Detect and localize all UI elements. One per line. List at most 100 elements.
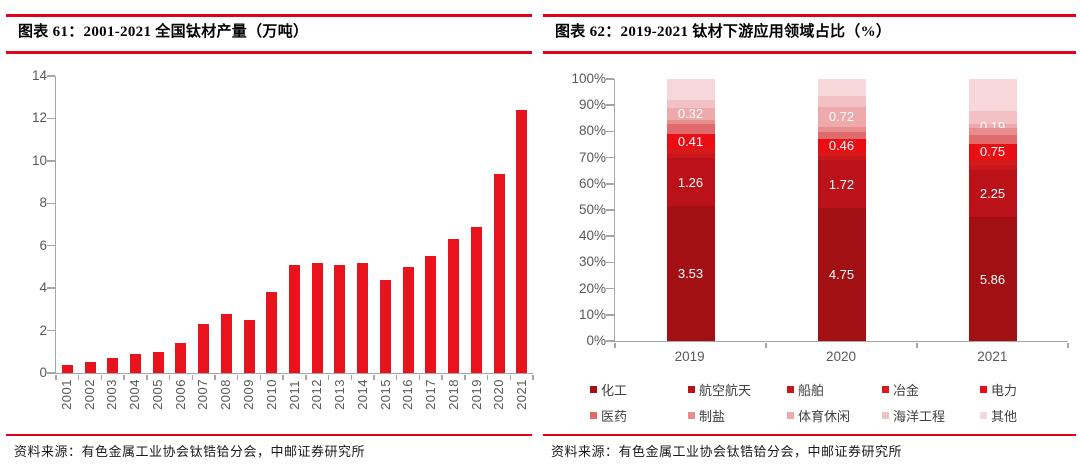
legend-swatch-ship <box>787 386 794 393</box>
bar-slot <box>283 76 306 373</box>
y-axis-label: 14 <box>31 68 47 83</box>
segment-metallurgy-2020 <box>817 151 866 157</box>
x-axis-tick <box>614 342 616 348</box>
segment-marine-engineering-2020 <box>817 96 866 107</box>
stacked-bar-2021: 5.86 2.25 0.75 0.19 <box>968 79 1017 341</box>
y-axis-label: 70% <box>578 149 606 165</box>
legend-item-salt-making: 制盐 <box>688 406 787 425</box>
y-axis-tick <box>47 75 55 77</box>
bar-slot <box>374 76 397 373</box>
legend-swatch-sports-leisure <box>787 412 794 419</box>
y-axis-label: 80% <box>578 123 606 139</box>
bar-2015 <box>379 279 391 373</box>
segment-chemical-2020: 4.75 <box>817 208 866 341</box>
y-axis-tick <box>47 287 55 289</box>
segment-ship-2021 <box>968 165 1017 170</box>
bar-slot <box>488 76 511 373</box>
bar-2018 <box>448 239 460 373</box>
x-axis-tick <box>532 374 534 380</box>
legend-label-medicine: 医药 <box>601 409 628 424</box>
y-axis-label: 10 <box>31 152 47 168</box>
bar-slot <box>260 76 283 373</box>
bar-slot <box>170 76 193 373</box>
legend-item-ship: 船舶 <box>787 380 882 399</box>
x-axis-label-2018: 2018 <box>445 379 461 410</box>
figure-left: 图表 61：2001-2021 全国钛材产量（万吨） 14 12 10 8 6 4 2 0 2… <box>6 0 534 469</box>
segment-chemical-2021: 5.86 <box>968 217 1017 341</box>
y-axis-label: 0 <box>39 365 47 380</box>
segment-data-label: 2.25 <box>979 185 1006 201</box>
y-axis-label: 12 <box>31 110 47 126</box>
segment-metallurgy-2019 <box>666 149 715 154</box>
x-axis-label-2014: 2014 <box>354 379 370 410</box>
bar-slot <box>215 76 238 373</box>
segment-medicine-2021 <box>968 135 1017 144</box>
segment-data-label: 0.75 <box>979 144 1006 160</box>
y-axis-label: 2 <box>39 322 47 338</box>
y-axis-label: 4 <box>39 280 47 296</box>
x-axis-tick <box>486 374 489 380</box>
segment-other-2019 <box>666 79 715 100</box>
segment-data-label: 3.53 <box>677 266 704 282</box>
x-axis-tick <box>214 374 216 380</box>
legend-swatch-metallurgy <box>882 386 889 393</box>
y-axis-tick <box>606 287 614 290</box>
y-axis-tick <box>606 183 614 185</box>
x-axis-tick <box>168 374 171 380</box>
bar-2014 <box>357 262 369 373</box>
legend-item-marine-engineering: 海洋工程 <box>882 406 980 425</box>
legend-swatch-salt-making <box>688 412 695 419</box>
bar-2011 <box>289 264 301 373</box>
segment-aerospace-2020: 1.72 <box>817 160 866 209</box>
right-chart-legend: 化工 航空航天 船舶 冶金 电力 医药 制盐 体育休闲 海洋工程 其他 <box>590 380 1017 425</box>
y-axis-label: 10% <box>578 306 606 322</box>
bar-2010 <box>266 292 278 373</box>
y-axis-label: 60% <box>578 175 606 191</box>
segment-aerospace-2019: 1.26 <box>666 158 715 207</box>
legend-swatch-other <box>980 412 987 419</box>
bar-slot <box>442 76 465 373</box>
legend-label-salt-making: 制盐 <box>699 409 726 424</box>
title-rule-top-left <box>6 14 532 17</box>
right-chart-x-axis-labels: 2019 2020 2021 <box>614 349 1068 364</box>
x-axis-tick <box>191 374 194 380</box>
x-axis-label-2002: 2002 <box>81 379 97 410</box>
x-axis-label-2005: 2005 <box>149 379 165 410</box>
x-axis-label-2021: 2021 <box>977 349 1008 364</box>
y-axis-tick <box>606 104 614 106</box>
x-axis-label-2019: 2019 <box>674 349 705 364</box>
segment-salt-making-2021 <box>968 128 1017 136</box>
legend-label-marine-engineering: 海洋工程 <box>893 409 946 424</box>
x-axis-tick <box>464 374 466 380</box>
bar-slot <box>124 76 147 373</box>
x-axis-label-2001: 2001 <box>58 379 74 410</box>
x-axis-tick <box>77 374 80 380</box>
x-axis-label-2021: 2021 <box>514 379 530 410</box>
bar-slot <box>79 76 102 373</box>
segment-other-2021 <box>968 79 1017 112</box>
legend-swatch-power <box>980 386 987 393</box>
x-axis-tick <box>1067 342 1069 348</box>
y-axis-tick <box>47 117 55 120</box>
y-axis-label: 8 <box>39 195 47 211</box>
segment-data-label: 0.41 <box>677 133 704 149</box>
segment-marine-engineering-2021 <box>968 111 1017 125</box>
bar-2017 <box>425 256 437 373</box>
bar-slot <box>351 76 374 373</box>
title-rule-bottom-right <box>543 51 1076 54</box>
bar-2019 <box>470 226 482 373</box>
figure-right: 图表 62：2019-2021 钛材下游应用领域占比（%） 3.53 1.26 0.… <box>543 0 1076 469</box>
x-axis-tick <box>55 374 57 380</box>
bar-2012 <box>311 262 323 373</box>
x-axis-label-2016: 2016 <box>400 379 416 410</box>
bar-2008 <box>220 313 232 373</box>
segment-data-label: 0.32 <box>677 106 704 122</box>
bar-slot <box>510 76 533 373</box>
x-axis-label-2004: 2004 <box>127 379 143 410</box>
segment-data-label: 0.46 <box>828 137 855 153</box>
segment-sports-leisure-2019: 0.32 <box>666 106 715 122</box>
legend-item-other: 其他 <box>980 406 1017 425</box>
segment-data-label: 1.72 <box>828 176 855 192</box>
y-axis-tick <box>47 202 55 205</box>
